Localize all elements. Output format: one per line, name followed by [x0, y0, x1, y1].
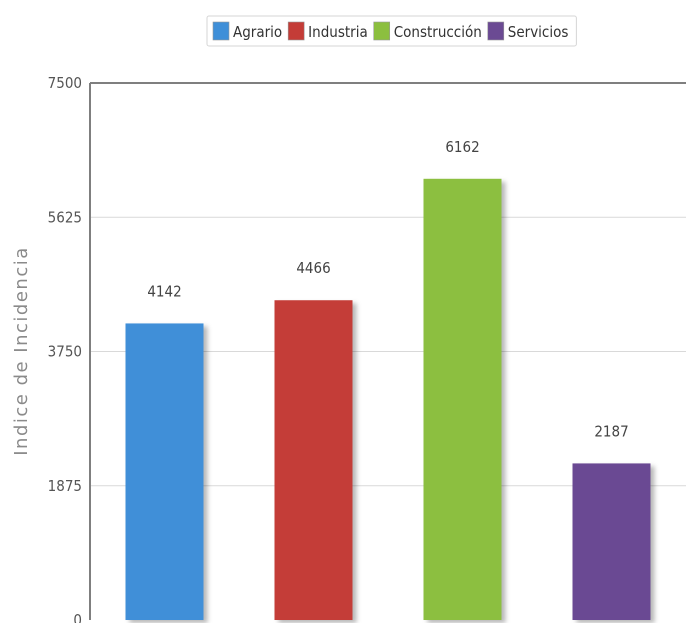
legend-label[interactable]: Servicios [508, 23, 569, 41]
legend-label[interactable]: Agrario [233, 23, 282, 41]
legend-swatch [487, 21, 505, 41]
legend-swatch [287, 21, 305, 41]
legend-label[interactable]: Industria [308, 23, 368, 41]
bar-servicios[interactable] [572, 463, 651, 620]
y-tick-labels: 0 1875 3750 5625 7500 [48, 74, 82, 623]
data-label: 2187 [594, 422, 628, 440]
data-labels: 4142 4466 6162 2187 [147, 138, 628, 441]
legend: Agrario Industria Construcción Servicios [206, 15, 577, 47]
data-label: 6162 [445, 138, 479, 156]
y-tick-label: 3750 [48, 343, 82, 361]
bar-construcción[interactable] [423, 178, 502, 621]
y-tick-label: 5625 [48, 208, 82, 226]
legend-swatch [212, 21, 230, 41]
y-tick-label: 0 [73, 611, 82, 623]
data-label: 4142 [147, 282, 181, 300]
bar-industria[interactable] [274, 300, 353, 620]
data-label: 4466 [296, 259, 330, 277]
y-axis-title: Indice de Incidencia [11, 246, 32, 456]
y-tick-label: 7500 [48, 74, 82, 92]
legend-label[interactable]: Construcción [394, 23, 482, 41]
axes [89, 82, 686, 620]
y-tick-label: 1875 [48, 477, 82, 495]
legend-swatch [373, 21, 391, 41]
bars [125, 178, 651, 621]
bar-agrario[interactable] [125, 323, 204, 620]
